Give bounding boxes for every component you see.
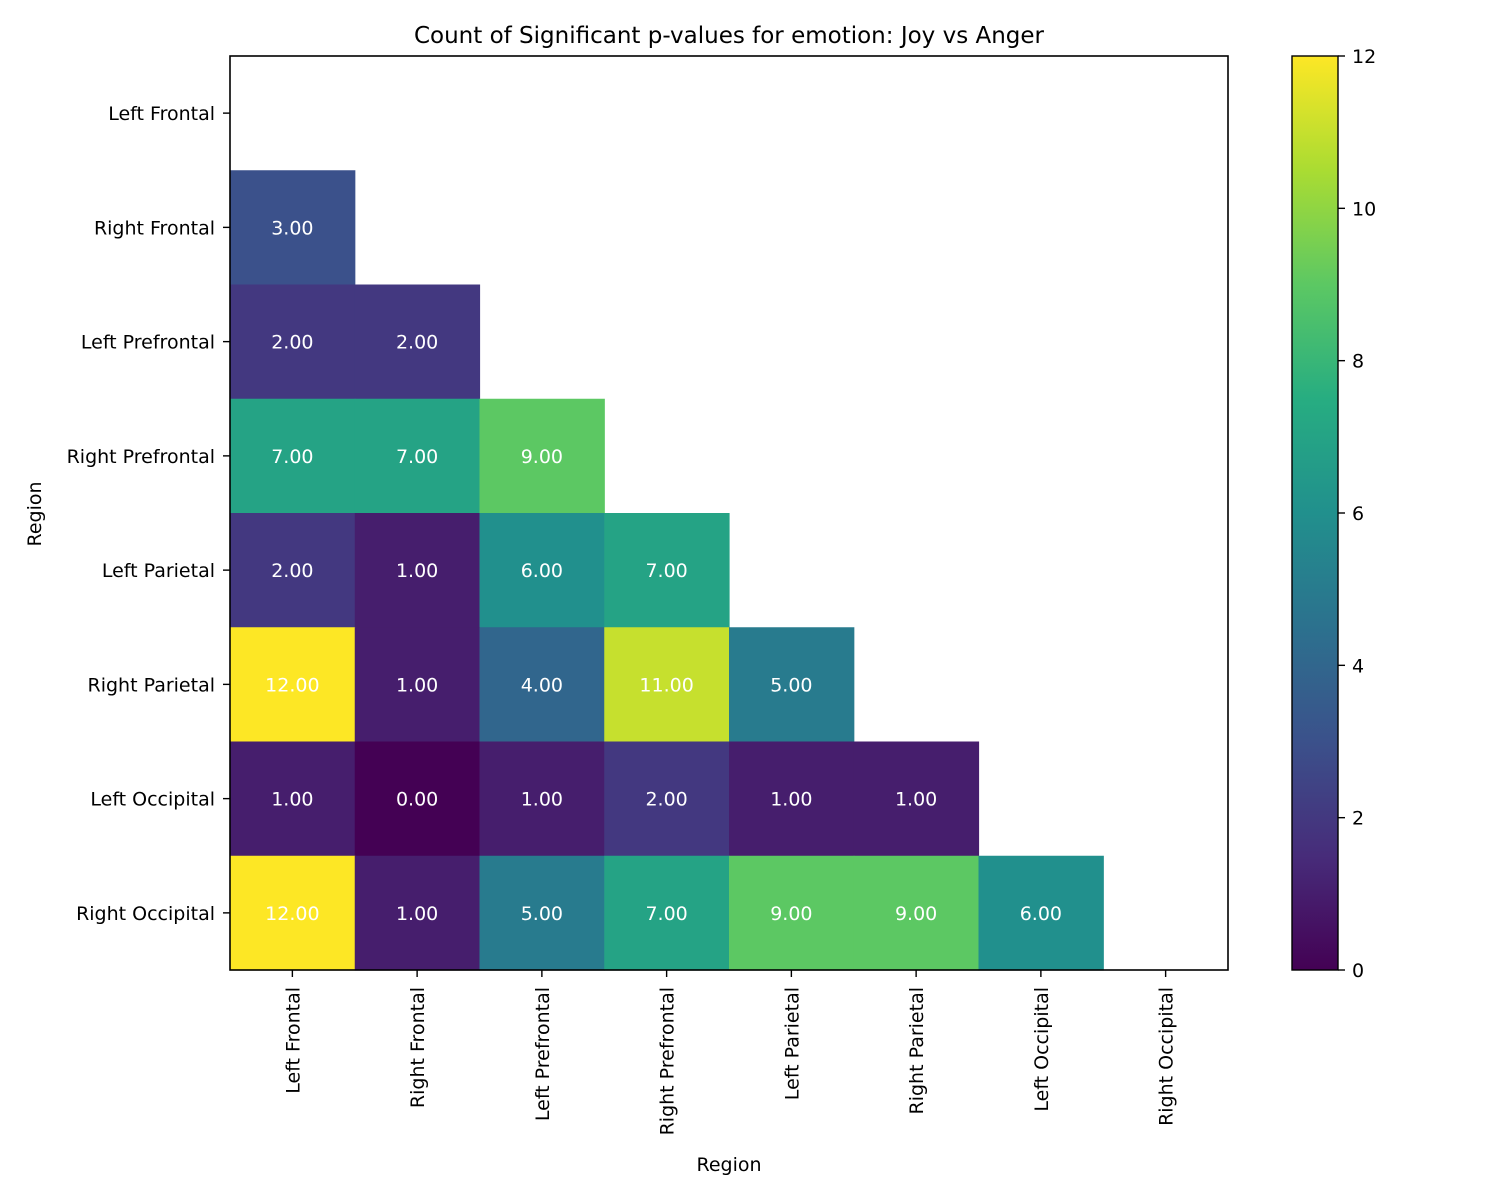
cell-value-label: 1.00 [521, 789, 563, 811]
heatmap-cell [479, 855, 605, 971]
heatmap-cell [604, 741, 730, 857]
cell-value-label: 1.00 [396, 903, 438, 925]
x-tick-label: Left Prefrontal [532, 987, 554, 1121]
colorbar-tick-label: 12 [1352, 46, 1376, 68]
x-tick-label: Right Occipital [1156, 987, 1178, 1126]
heatmap-cell [354, 513, 481, 628]
heatmap-cell [479, 398, 605, 514]
heatmap-cell [604, 855, 730, 971]
chart-title: Count of Significant p-values for emotio… [414, 23, 1045, 49]
heatmap-cell [230, 741, 356, 857]
heatmap-cell [853, 741, 980, 857]
y-tick-label: Right Occipital [76, 903, 215, 925]
cell-value-label: 7.00 [645, 560, 687, 582]
heatmap-cell [230, 855, 356, 971]
cell-value-label: 2.00 [271, 560, 313, 582]
y-axis-ticks: Left Frontal Right Frontal Left Prefrontal… [67, 103, 230, 925]
heatmap-cell [479, 513, 605, 628]
x-axis-ticks: Left Frontal Right Frontal Left Prefrontal… [282, 970, 1178, 1135]
heatmap-cell [729, 627, 855, 743]
heatmap-cell [354, 855, 481, 971]
heatmap-cell [729, 855, 855, 971]
colorbar-tick-label: 0 [1352, 960, 1364, 982]
heatmap-cell [354, 627, 481, 743]
x-tick-label: Left Occipital [1031, 987, 1053, 1112]
y-tick-label: Left Prefrontal [81, 332, 215, 354]
heatmap-cell [479, 627, 605, 743]
x-tick-label: Right Prefrontal [657, 987, 679, 1135]
colorbar-tick-label: 4 [1352, 655, 1364, 677]
x-tick-label: Right Frontal [407, 987, 429, 1108]
y-tick-label: Left Parietal [102, 560, 215, 582]
cell-value-label: 12.00 [265, 674, 319, 696]
cell-value-label: 6.00 [1020, 903, 1062, 925]
x-axis-label: Region [696, 1154, 761, 1176]
heatmap-cell [230, 513, 356, 628]
x-tick-label: Left Parietal [781, 987, 803, 1100]
colorbar-tick-label: 6 [1352, 503, 1364, 525]
cell-value-label: 5.00 [521, 903, 563, 925]
cell-value-label: 7.00 [396, 446, 438, 468]
cell-value-label: 2.00 [645, 789, 687, 811]
cell-value-label: 1.00 [271, 789, 313, 811]
cell-value-label: 4.00 [521, 674, 563, 696]
cell-value-label: 9.00 [521, 446, 563, 468]
y-tick-label: Left Frontal [108, 103, 215, 125]
cell-value-label: 9.00 [770, 903, 812, 925]
cell-value-label: 1.00 [895, 789, 937, 811]
cell-value-label: 0.00 [396, 789, 438, 811]
cell-value-label: 2.00 [271, 332, 313, 354]
colorbar-tick-label: 10 [1352, 198, 1376, 220]
cell-value-label: 12.00 [265, 903, 319, 925]
x-tick-label: Right Parietal [906, 987, 928, 1114]
plot-frame [229, 55, 1229, 971]
heatmap-cell [978, 855, 1104, 971]
cell-value-label: 9.00 [895, 903, 937, 925]
heatmap-cell [230, 170, 356, 286]
x-tick-label: Left Frontal [282, 987, 304, 1094]
cell-value-label: 5.00 [770, 674, 812, 696]
y-tick-label: Left Occipital [90, 789, 215, 811]
heatmap-cell [604, 513, 730, 628]
y-tick-label: Right Prefrontal [67, 446, 215, 468]
cell-value-label: 7.00 [271, 446, 313, 468]
heatmap-cell [729, 741, 855, 857]
cell-value-label: 11.00 [639, 674, 693, 696]
colorbar-tick-label: 2 [1352, 808, 1364, 830]
cell-value-label: 1.00 [770, 789, 812, 811]
cell-value-label: 1.00 [396, 674, 438, 696]
y-tick-label: Right Parietal [88, 674, 215, 696]
cell-value-label: 1.00 [396, 560, 438, 582]
cell-value-label: 6.00 [521, 560, 563, 582]
heatmap-cell [604, 627, 730, 743]
heatmap-cell [354, 284, 481, 400]
cell-value-label: 7.00 [645, 903, 687, 925]
y-tick-label: Right Frontal [94, 217, 215, 239]
heatmap-cell [354, 398, 481, 514]
heatmap-cell [230, 627, 356, 743]
colorbar [1291, 55, 1339, 971]
heatmap-cell [354, 741, 481, 857]
colorbar-ticks: 0 2 4 6 8 10 12 [1338, 46, 1376, 982]
cell-value-label: 2.00 [396, 332, 438, 354]
heatmap-cell [230, 284, 356, 400]
heatmap-cell [853, 855, 980, 971]
heatmap-cell [479, 741, 605, 857]
y-axis-label: Region [24, 481, 46, 546]
heatmap-cell [230, 398, 356, 514]
heatmap-cells: 3.00 2.00 2.00 7.00 7.00 9.00 2.00 1.00 6.00 7.00… [230, 170, 1104, 971]
cell-value-label: 3.00 [271, 217, 313, 239]
colorbar-tick-label: 8 [1352, 351, 1364, 373]
